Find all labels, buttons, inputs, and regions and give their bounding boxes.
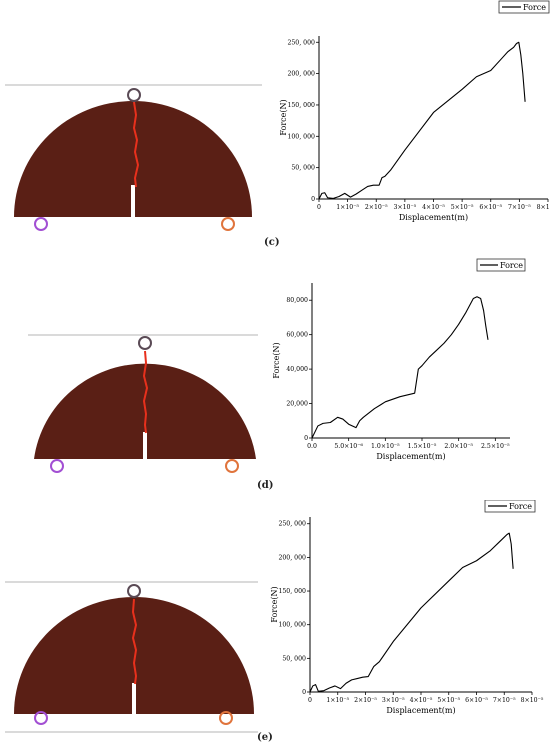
series-line-force (311, 296, 489, 439)
y-tick-label: 50, 000 (282, 655, 306, 662)
right-support (225, 459, 239, 473)
y-tick-label: 50, 000 (291, 165, 315, 172)
x-tick-label: 7×10⁻⁵ (508, 204, 531, 211)
series-line-force (309, 532, 514, 693)
x-tick-label: 2×10⁻⁵ (354, 697, 377, 704)
right-support (221, 217, 235, 231)
x-tick-label: 7×10⁻⁵ (493, 697, 516, 704)
legend: Force (498, 0, 550, 14)
specimen-simulation-d (28, 334, 258, 473)
y-tick-label: 250, 000 (287, 39, 315, 46)
caption-d: (d) (257, 480, 274, 491)
x-tick-label: 2.0×10⁻⁵ (444, 443, 473, 450)
x-tick-label: 1.5×10⁻⁵ (408, 443, 437, 450)
x-tick-label: 3×10⁻⁵ (382, 697, 405, 704)
x-axis-label: Displacement(m) (399, 213, 468, 222)
y-tick-label: 150, 000 (278, 588, 306, 595)
legend-box (484, 500, 536, 513)
legend: Force (476, 258, 526, 272)
x-tick-label: 4×10⁻⁵ (422, 204, 445, 211)
y-tick-label: 20,000 (286, 401, 308, 408)
caption-e: (e) (257, 732, 273, 743)
y-tick-label: 200, 000 (278, 554, 306, 561)
series-line-force (318, 41, 526, 200)
x-axis-label: Displacement(m) (376, 452, 445, 461)
crack-line (131, 598, 138, 685)
force-displacement-chart-c: 0 50, 000 100, 000 150, 000 200, 000 250, 000… (279, 0, 550, 222)
y-tick-label: 250, 000 (278, 521, 306, 528)
left-support (34, 711, 48, 725)
caption-c: (c) (264, 237, 280, 248)
legend: Force (484, 500, 536, 513)
notch (132, 683, 136, 715)
x-tick-label: 5.0×10⁻⁶ (334, 443, 363, 450)
legend-label: Force (523, 3, 546, 12)
y-axis-label: Force(N) (270, 586, 279, 622)
y-tick-label: 80,000 (286, 297, 308, 304)
legend-box (498, 0, 550, 14)
legend-label: Force (500, 261, 523, 270)
y-tick-label: 60,000 (286, 332, 308, 339)
x-tick-label: 4×10⁻⁵ (410, 697, 433, 704)
notch (131, 185, 135, 218)
notch (143, 432, 147, 460)
y-tick-label: 0 (311, 196, 315, 203)
plot-root: 0 50, 000 100, 000 150, 000 200, 000 250, 000… (279, 36, 550, 222)
panel-c: 0 50, 000 100, 000 150, 000 200, 000 250, 000… (0, 0, 550, 250)
panel-d: 0 20,000 40,000 60,000 80,000 0.0 5.0×10⁻⁶ 1.0×… (0, 250, 550, 500)
legend-label: Force (509, 502, 532, 511)
x-tick-label: 1×10⁻⁵ (336, 204, 359, 211)
panel-e: 0 50, 000 100, 000 150, 000 200, 000 250, 000… (0, 500, 550, 748)
x-tick-label: 6×10⁻⁵ (465, 697, 488, 704)
top-loading-support (127, 584, 141, 598)
x-axis-label: Displacement(m) (386, 706, 455, 715)
x-tick-label: 8×10⁻⁵ (521, 697, 544, 704)
x-tick-label: 0 (317, 204, 321, 211)
legend-box (476, 258, 526, 272)
semicircle-specimen (14, 597, 254, 714)
top-loading-support (127, 88, 141, 102)
y-axis-label: Force(N) (272, 342, 281, 378)
y-tick-label: 40,000 (286, 366, 308, 373)
plot-root: 0 50, 000 100, 000 150, 000 200, 000 250, 000… (270, 517, 544, 715)
y-axis-label: Force(N) (279, 99, 288, 135)
y-tick-label: 200, 000 (287, 71, 315, 78)
plot-root: 0 20,000 40,000 60,000 80,000 0.0 5.0×10⁻⁶ 1.0×… (272, 283, 510, 461)
x-tick-label: 0.0 (307, 443, 317, 450)
left-support (50, 459, 64, 473)
crack-line (142, 350, 149, 434)
y-tick-label: 0 (302, 689, 306, 696)
x-tick-label: 3×10⁻⁵ (394, 204, 417, 211)
top-loading-support (138, 336, 152, 350)
specimen-simulation-c (5, 84, 262, 231)
force-displacement-chart-e: 0 50, 000 100, 000 150, 000 200, 000 250, 000… (270, 500, 544, 715)
x-tick-label: 1×10⁻⁵ (326, 697, 349, 704)
x-tick-label: 1.0×10⁻⁵ (371, 443, 400, 450)
y-tick-label: 100, 000 (287, 133, 315, 140)
force-displacement-chart-d: 0 20,000 40,000 60,000 80,000 0.0 5.0×10⁻⁶ 1.0×… (272, 258, 526, 461)
x-tick-label: 0 (308, 697, 312, 704)
left-support (34, 217, 48, 231)
crack-line (132, 101, 140, 188)
x-tick-label: 2×10⁻⁵ (365, 204, 388, 211)
y-tick-label: 0 (304, 435, 308, 442)
specimen-simulation-e (5, 581, 258, 733)
x-tick-label: 6×10⁻⁵ (479, 204, 502, 211)
y-tick-label: 100, 000 (278, 622, 306, 629)
x-tick-label: 8×10⁻⁵ (537, 204, 550, 211)
x-tick-label: 2.5×10⁻⁵ (481, 443, 510, 450)
x-tick-label: 5×10⁻⁵ (451, 204, 474, 211)
y-tick-label: 150, 000 (287, 102, 315, 109)
semicircle-specimen (14, 101, 252, 217)
right-support (219, 711, 233, 725)
x-tick-label: 5×10⁻⁵ (437, 697, 460, 704)
